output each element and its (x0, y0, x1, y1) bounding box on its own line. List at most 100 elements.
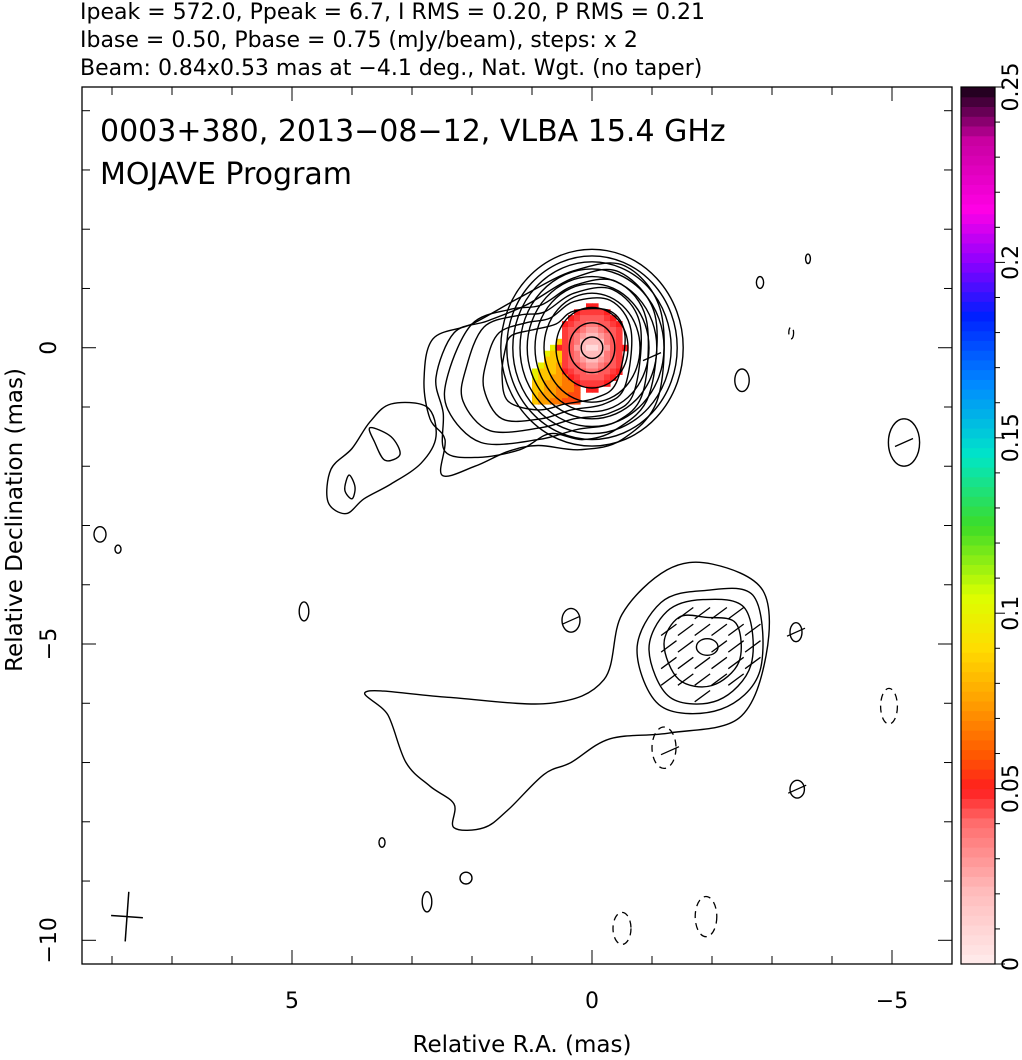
colorbar-band (961, 418, 995, 429)
colorbar-band (961, 165, 995, 176)
colorbar-band (961, 808, 995, 819)
colorbar-band (961, 87, 995, 98)
polarization-pixel (616, 356, 623, 364)
colorbar-band (961, 506, 995, 517)
colorbar-band (961, 486, 995, 497)
evpa-vector (677, 606, 694, 620)
colorbar-band (961, 515, 995, 527)
core-contour (543, 292, 641, 403)
polarization-pixel (592, 380, 599, 387)
polarization-pixel (586, 321, 593, 328)
polarization-pixel (598, 356, 605, 364)
south-ring-contour (648, 598, 754, 705)
polarization-pixel (550, 374, 557, 381)
evpa-vector (660, 656, 677, 670)
colorbar-band (961, 194, 995, 205)
negative-contour (788, 326, 795, 340)
polarization-pixel (580, 374, 587, 381)
polarization-pixel (586, 338, 593, 346)
polarization-pixel (550, 386, 557, 393)
colorbar-band (961, 369, 995, 380)
colorbar-band (961, 126, 995, 137)
plot-frame (81, 86, 953, 965)
polarization-pixel (550, 368, 557, 375)
colorbar-band (961, 759, 995, 770)
polarization-pixel (598, 327, 605, 334)
polarization-pixel (538, 368, 545, 375)
program-annotation: MOJAVE Program (100, 157, 352, 192)
polarization-pixel (550, 362, 557, 369)
polarization-pixel (616, 332, 623, 340)
core-contour (506, 255, 678, 441)
polarization-pixel (562, 380, 569, 387)
polarization-pixel (532, 374, 539, 381)
isolated-contour (378, 837, 386, 848)
y-tick-label: 0 (37, 341, 62, 355)
polarization-pixel (586, 303, 593, 310)
polarization-pixel (574, 350, 581, 358)
polarization-pixel (562, 356, 569, 364)
colorbar-band (961, 837, 995, 848)
colorbar-band (961, 398, 995, 410)
colorbar-band (961, 691, 995, 702)
colorbar-band (961, 291, 995, 302)
colorbar-band (961, 496, 995, 507)
polarization-pixel (538, 398, 545, 405)
polarization-pixel (610, 374, 617, 381)
polarization-pixel (544, 392, 551, 399)
polarization-pixel (568, 327, 575, 334)
polarization-pixel (592, 332, 599, 340)
colorbar-band (961, 827, 995, 838)
polarization-pixel (580, 309, 587, 316)
polarization-pixel (592, 338, 599, 346)
polarization-pixel (610, 327, 617, 334)
evpa-vector (660, 623, 677, 637)
polarization-pixel (574, 374, 581, 381)
polarization-pixel (544, 368, 551, 375)
evpa-vector (744, 640, 761, 653)
polarization-pixel (556, 338, 563, 346)
polarization-pixel (580, 356, 587, 364)
colorbar-band (961, 603, 995, 614)
polarization-pixel (544, 398, 551, 405)
isolated-contour (734, 368, 750, 393)
polarization-pixel (568, 321, 575, 328)
core-contour (512, 261, 672, 435)
colorbar-band (961, 886, 995, 897)
jet-contour (460, 286, 642, 434)
polarization-pixel (598, 368, 605, 375)
header-line-1: Ipeak = 572.0, Ppeak = 6.7, I RMS = 0.20… (80, 0, 705, 25)
polarization-pixel (574, 315, 581, 322)
polarization-pixel (550, 380, 557, 387)
polarization-pixel (586, 386, 593, 393)
ne-knot-contour (326, 401, 437, 515)
polarization-pixel (592, 386, 599, 393)
polarization-pixel (556, 386, 563, 393)
polarization-pixel (604, 309, 611, 316)
ne-knot-small-contour (344, 474, 356, 500)
polarization-pixel (550, 398, 557, 405)
colorbar-tick-label: 0.15 (999, 413, 1022, 462)
y-tick-label: −5 (37, 628, 62, 660)
header-line-2: Ibase = 0.50, Pbase = 0.75 (mJy/beam), s… (80, 28, 638, 53)
polarization-pixel (538, 386, 545, 393)
polarization-pixel (598, 315, 605, 322)
colorbar-band (961, 905, 995, 916)
polarization-pixel (616, 327, 623, 334)
isolated-contour (887, 418, 921, 467)
polarization-pixel (592, 362, 599, 369)
polarization-pixel (556, 356, 563, 364)
polarization-pixel (568, 368, 575, 375)
evpa-vector (677, 640, 694, 653)
polarization-pixel (580, 315, 587, 322)
colorbar-band (961, 525, 995, 536)
polarization-pixel (568, 315, 575, 322)
polarization-pixel (604, 350, 611, 358)
polarization-pixel (550, 350, 557, 358)
polarization-pixel (568, 362, 575, 369)
jet-contour (482, 297, 633, 423)
polarization-pixel (568, 392, 575, 399)
polarization-pixel (556, 380, 563, 387)
isolated-contour (755, 275, 765, 290)
evpa-vector (660, 673, 677, 686)
